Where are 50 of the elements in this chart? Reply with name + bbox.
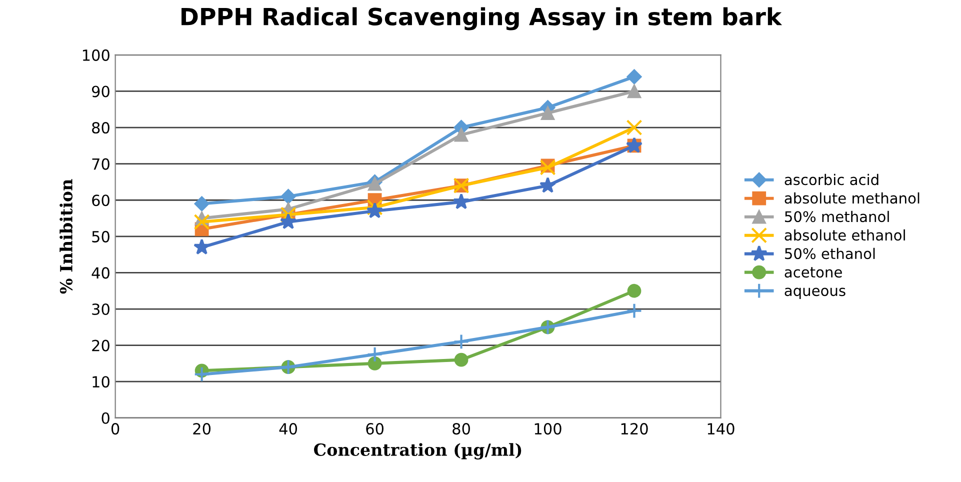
y-tick-label: 50 [92,230,110,242]
x-tick-label: 20 [193,423,211,435]
x-tick-label: 40 [279,423,298,435]
x-tick-label: 60 [366,423,384,435]
point [366,346,383,362]
x-tick-label: 80 [452,423,470,435]
x-tick-label: 0 [111,423,120,435]
point [626,302,642,319]
y-axis-title: % Inhibition [60,179,73,294]
point [194,196,210,212]
point [540,106,555,120]
y-tick-label: 80 [92,122,110,134]
point [627,284,642,298]
legend-label: ascorbic acid [784,174,878,186]
x-axis-title: Concentration (µg/ml) [314,443,522,460]
point [366,202,384,218]
legend-label: acetone [784,267,842,278]
point [366,199,383,216]
y-tick-label: 60 [92,194,110,206]
point [626,120,642,136]
legend-label: 50% ethanol [785,248,875,260]
point [194,214,210,230]
x-tick-label: 140 [708,423,734,435]
chart-title: DPPH Radical Scavenging Assay in stem bark [182,7,782,30]
legend-label: aqueous [784,288,846,299]
legend-label: absolute ethanol [784,229,905,241]
y-tick-label: 30 [92,303,110,316]
point [280,213,297,230]
y-tick-label: 100 [82,49,110,61]
point [368,356,382,370]
legend-label: 50% methanol [785,210,889,222]
y-tick-label: 10 [92,376,110,388]
y-tick-label: 0 [102,412,110,424]
point [453,334,470,350]
y-tick-label: 20 [92,340,110,352]
point [280,188,296,204]
point [626,69,642,84]
point [452,193,470,210]
y-tick-label: 70 [92,158,110,170]
point [539,176,556,193]
x-tick-label: 100 [534,423,562,435]
point [627,84,642,98]
y-tick-label: 90 [92,86,110,98]
y-tick-label: 40 [92,267,110,279]
point [194,366,210,382]
point [454,128,468,142]
point [454,352,468,367]
legend-label: absolute methanol [784,192,920,204]
point [194,238,210,255]
x-tick-label: 120 [621,423,648,435]
